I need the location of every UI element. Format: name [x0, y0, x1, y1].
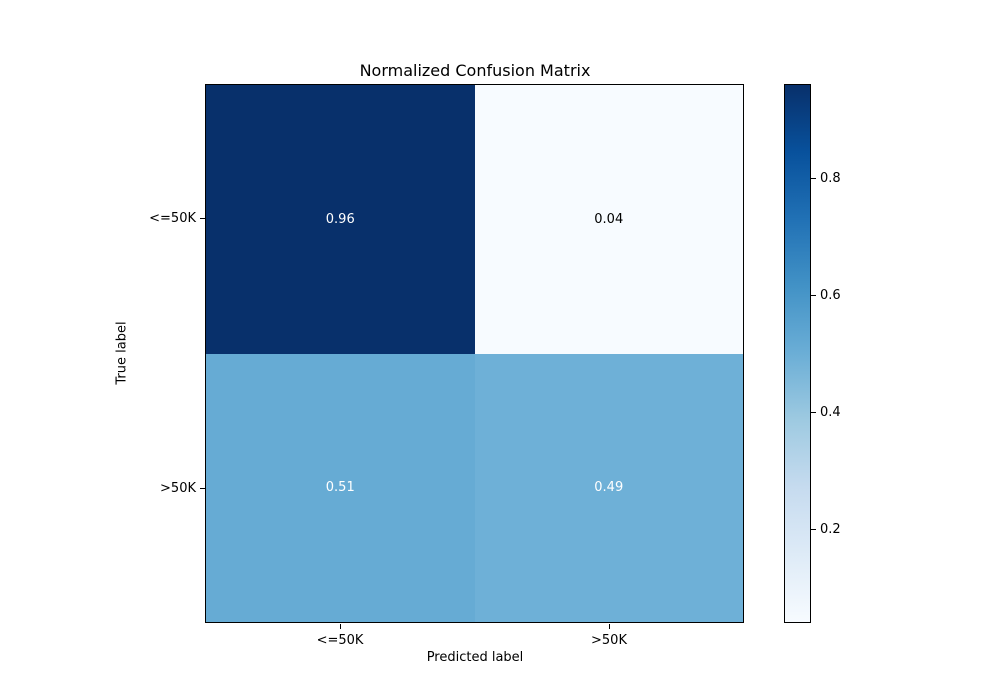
colorbar-tick-label: 0.2: [820, 522, 841, 537]
colorbar-tick-mark: [811, 412, 816, 413]
chart-title: Normalized Confusion Matrix: [359, 61, 591, 80]
x-tick-mark: [609, 624, 610, 629]
cell-value: 0.96: [325, 211, 355, 227]
matrix-cell-true-le50k-pred-gt50k: 0.04: [474, 85, 743, 354]
matrix-cell-true-le50k-pred-le50k: 0.96: [206, 85, 475, 354]
x-tick-label-gt50k: >50K: [591, 633, 627, 648]
y-tick-label-gt50k: >50K: [160, 481, 196, 496]
y-tick-mark: [200, 218, 205, 219]
matrix-cell-true-gt50k-pred-le50k: 0.51: [206, 353, 475, 622]
cell-value: 0.51: [325, 480, 355, 496]
colorbar-tick-label: 0.6: [820, 288, 841, 303]
cell-value: 0.04: [594, 211, 624, 227]
colorbar-tick-mark: [811, 295, 816, 296]
colorbar-tick-label: 0.4: [820, 405, 841, 420]
cell-value: 0.49: [594, 480, 624, 496]
colorbar-tick-label: 0.8: [820, 171, 841, 186]
colorbar-tick-mark: [811, 178, 816, 179]
colorbar-tick-mark: [811, 529, 816, 530]
y-tick-mark: [200, 488, 205, 489]
colorbar: [784, 84, 811, 623]
y-tick-label-le50k: <=50K: [149, 211, 196, 226]
matrix-cell-true-gt50k-pred-gt50k: 0.49: [474, 353, 743, 622]
x-tick-label-le50k: <=50K: [316, 633, 364, 648]
x-tick-mark: [340, 624, 341, 629]
x-axis-label: Predicted label: [426, 650, 524, 665]
heatmap-axes: 0.96 0.04 0.51 0.49: [205, 84, 744, 623]
y-axis-label: True label: [114, 321, 130, 385]
